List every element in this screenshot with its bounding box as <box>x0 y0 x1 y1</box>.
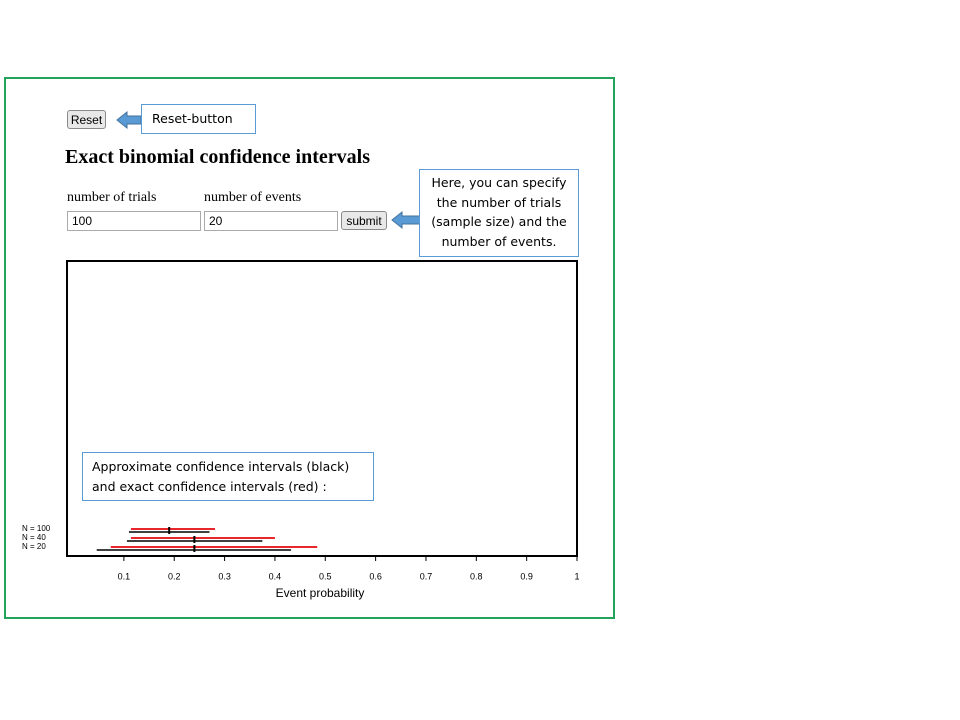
row-label: N = 40 <box>22 533 46 542</box>
row-label: N = 20 <box>22 542 46 551</box>
x-tick-label: 0.2 <box>168 571 181 581</box>
callout-line: (sample size) and the <box>431 214 567 229</box>
callout-line: and exact confidence intervals (red) : <box>92 478 327 494</box>
submit-button[interactable]: submit <box>341 211 387 230</box>
field-label: number of trials <box>67 190 157 205</box>
page-title: Exact binomial confidence intervals <box>65 146 370 168</box>
x-tick-label: 0.7 <box>420 571 433 581</box>
arrow <box>116 110 142 130</box>
x-tick-label: 0.9 <box>520 571 533 581</box>
events-input[interactable]: 20 <box>204 211 338 231</box>
callout-line: number of events. <box>441 233 557 249</box>
arrow <box>391 210 421 230</box>
x-axis-label: Event probability <box>276 586 365 600</box>
legend-callout: Approximate confidence intervals (black)… <box>82 452 374 501</box>
trials-input[interactable]: 100 <box>67 211 201 231</box>
x-tick-label: 0.6 <box>369 571 382 581</box>
callout-line: the number of trials <box>436 194 562 210</box>
plot-frame <box>66 260 578 557</box>
reset-button[interactable]: Reset <box>67 110 106 129</box>
x-tick-label: 0.1 <box>118 571 131 581</box>
row-label: N = 100 <box>22 524 51 533</box>
callout-line: Here, you can specify <box>431 175 567 190</box>
x-tick-label: 1 <box>574 571 579 581</box>
reset-callout: Reset-button <box>141 104 256 134</box>
x-tick-label: 0.5 <box>319 571 332 581</box>
x-tick-label: 0.8 <box>470 571 483 581</box>
field-label: number of events <box>204 190 302 205</box>
x-tick-label: 0.4 <box>269 571 282 581</box>
frame <box>4 77 615 619</box>
callout-line: Approximate confidence intervals (black) <box>92 459 350 474</box>
x-tick-label: 0.3 <box>218 571 231 581</box>
inputs-callout: Here, you can specify the number of tria… <box>419 169 579 257</box>
